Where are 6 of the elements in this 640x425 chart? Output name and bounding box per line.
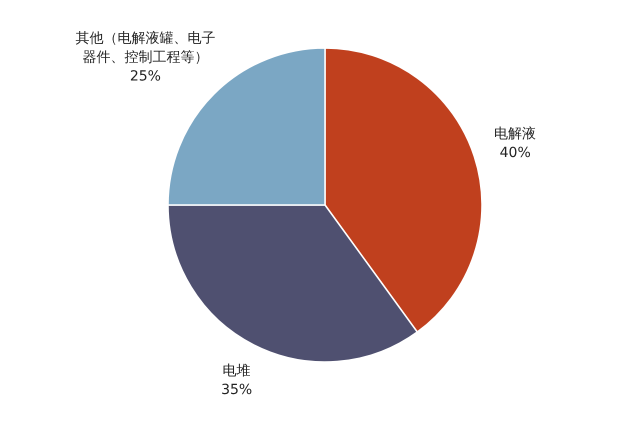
data-label: 40% [498, 144, 532, 163]
slice-label: 电堆 [222, 362, 252, 382]
slice-label: 电解液 [494, 124, 536, 144]
data-label: 25% [128, 68, 162, 87]
data-label: 35% [221, 381, 252, 400]
slice-label: 其他（电解液罐、电子器件、控制工程等） [74, 30, 216, 68]
